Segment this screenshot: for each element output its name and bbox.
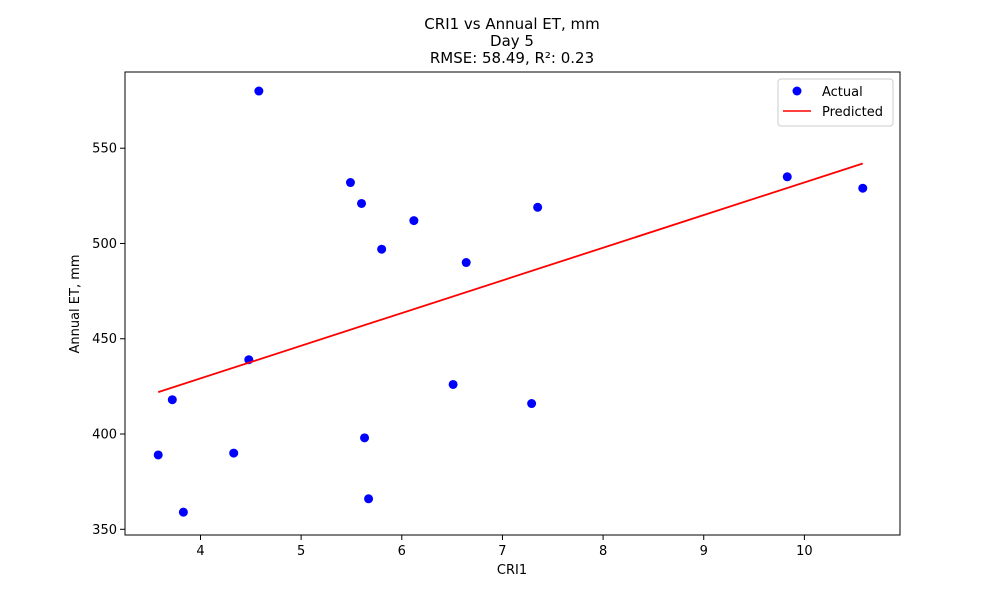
scatter-point-6 [533,202,543,212]
scatter-point-3 [357,198,367,208]
x-tick-label-8: 8 [599,544,607,559]
legend-marker-actual [792,86,802,96]
scatter-point-16 [360,433,370,443]
y-tick-label-350: 350 [92,523,117,538]
y-tick-label-450: 450 [92,332,117,347]
scatter-point-18 [178,507,188,517]
scatter-point-8 [782,172,792,182]
x-tick-label-9: 9 [700,544,708,559]
chart-title-line-3: RMSE: 58.49, R²: 0.23 [430,49,594,67]
y-tick-label-400: 400 [92,428,117,443]
x-tick-label-6: 6 [398,544,406,559]
plot-area [153,86,868,517]
legend-box [777,78,894,127]
x-axis-label: CRI1 [497,563,527,578]
scatter-point-7 [461,258,471,268]
scatter-point-15 [229,448,239,458]
legend: Actual Predicted [777,78,894,127]
scatter-point-1 [254,86,264,96]
y-axis: 350 400 450 500 550 [92,142,125,538]
y-axis-label: Annual ET, mm [68,254,83,353]
scatter-point-4 [409,216,419,226]
y-tick-label-500: 500 [92,237,117,252]
scatter-point-2 [345,178,355,188]
scatter-point-11 [167,395,177,405]
scatter-point-17 [364,494,374,504]
chart-title-line-2: Day 5 [490,32,534,50]
axes-frame [124,71,901,536]
predicted-line [157,162,864,393]
chart-title-line-1: CRI1 vs Annual ET, mm [424,15,599,33]
x-axis: 4 5 6 7 8 9 10 [196,535,813,559]
x-tick-label-10: 10 [796,544,813,559]
scatter-point-5 [377,244,387,254]
scatter-point-13 [527,399,537,409]
scatter-point-9 [858,183,868,193]
x-tick-label-5: 5 [297,544,305,559]
y-tick-label-550: 550 [92,142,117,157]
x-tick-label-7: 7 [498,544,506,559]
x-tick-label-4: 4 [196,544,204,559]
scatter-point-14 [153,450,163,460]
scatter-point-12 [448,379,458,389]
legend-label-predicted: Predicted [822,105,883,120]
legend-label-actual: Actual [822,85,863,100]
